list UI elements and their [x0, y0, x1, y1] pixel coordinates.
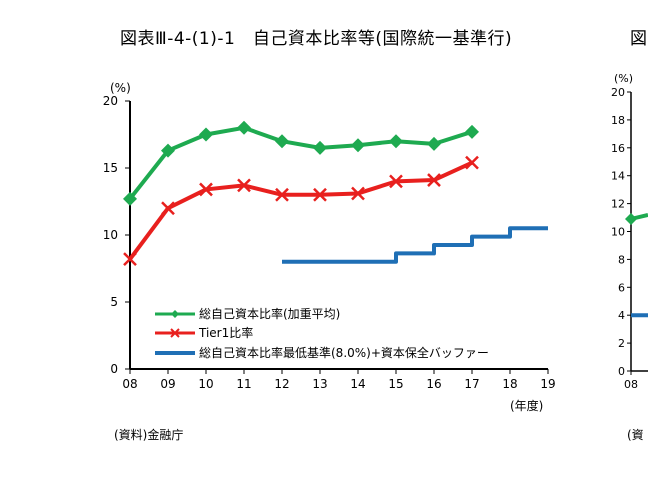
data-point-diamond	[199, 127, 213, 142]
right-y-tick-label: 0	[618, 365, 625, 378]
legend-marker-diamond	[171, 310, 179, 318]
x-tick-label: 09	[160, 377, 175, 391]
series-line-2	[282, 226, 548, 264]
data-point-x	[161, 201, 175, 216]
right-y-tick-label: 2	[618, 337, 625, 350]
x-tick-label: 10	[198, 377, 213, 391]
x-tick-label: 12	[274, 377, 289, 391]
right-series-layer	[625, 212, 648, 318]
legend-marker-x	[170, 328, 180, 338]
data-point-diamond	[161, 143, 175, 158]
x-tick-label: 15	[388, 377, 403, 391]
right-y-tick-label: 16	[611, 142, 625, 155]
right-axes: 0 2 4 6 8 10 12 14 16 18 20 08	[611, 86, 648, 391]
data-point-x	[465, 155, 479, 170]
legend-entry-tier1: Tier1比率	[155, 325, 253, 340]
legend-label-minimum: 総自己資本比率最低基準(8.0%)+資本保全バッファー	[199, 345, 489, 360]
right-y-tick-label: 6	[618, 281, 625, 294]
series-line-0	[128, 125, 473, 201]
legend-label-tier1: Tier1比率	[198, 325, 253, 340]
y-tick-label: 10	[103, 228, 118, 242]
data-point-diamond	[351, 138, 365, 153]
data-point-diamond	[123, 191, 137, 206]
right-y-tick-label: 10	[611, 226, 625, 239]
x-tick-label: 19	[540, 377, 555, 391]
right-y-tick-label: 8	[618, 253, 625, 266]
axes: 0 5 10 15 20 08 09 10 11 12 13 14 15 16 17 18 19	[103, 94, 556, 391]
data-point-x	[199, 182, 213, 197]
series-layer	[123, 120, 548, 267]
x-tick-label: 16	[426, 377, 441, 391]
data-point-x	[275, 187, 289, 202]
right-y-tick-label: 14	[611, 170, 625, 183]
data-point-diamond	[389, 134, 403, 149]
right-y-tick-label: 4	[618, 309, 625, 322]
second-chart-title-fragment: 図	[630, 29, 647, 49]
right-y-tick-label: 20	[611, 86, 625, 99]
right-x-tick-label: 08	[624, 378, 638, 391]
x-axis-label: (年度)	[510, 398, 543, 413]
second-source-fragment: (資	[627, 428, 644, 442]
main-chart: (%) (年度) 0 5 10 15 20 08 09 10 11 12 13 14 15 16 17 18 1…	[103, 81, 556, 413]
data-point-diamond	[427, 136, 441, 151]
right-y-tick-label: 12	[611, 198, 625, 211]
data-point-x	[427, 173, 441, 187]
series-line-1	[128, 160, 473, 261]
data-point-x	[313, 187, 327, 202]
data-point-diamond	[465, 124, 479, 139]
source-note: (資料)金融庁	[114, 428, 184, 442]
legend-entry-total-ratio: 総自己資本比率(加重平均)	[155, 306, 340, 321]
right-y-tick-label: 18	[611, 114, 625, 127]
x-tick-label: 13	[312, 377, 327, 391]
y-axis-label: (%)	[110, 81, 131, 95]
legend-label-total-ratio: 総自己資本比率(加重平均)	[199, 306, 340, 321]
y-tick-label: 20	[103, 94, 118, 108]
data-point-x	[237, 178, 251, 193]
data-point-diamond	[313, 140, 327, 155]
legend: 総自己資本比率(加重平均) Tier1比率 総自己資本比率最低基準(8.0%)+…	[155, 306, 489, 360]
data-point-diamond	[237, 120, 251, 135]
y-tick-label: 0	[110, 362, 118, 376]
x-tick-label: 17	[464, 377, 479, 391]
x-tick-label: 11	[236, 377, 251, 391]
x-tick-label: 18	[502, 377, 517, 391]
right-chart-fragment: (%) 0 2 4 6 8 10 12 14 16 18 20 08	[611, 72, 648, 391]
data-point-x	[351, 186, 365, 201]
data-point-x	[389, 174, 403, 189]
data-point-x	[123, 252, 137, 267]
data-point-diamond	[275, 134, 289, 149]
y-tick-label: 5	[110, 295, 118, 309]
x-tick-label: 08	[122, 377, 137, 391]
legend-entry-minimum: 総自己資本比率最低基準(8.0%)+資本保全バッファー	[155, 345, 489, 360]
y-tick-label: 15	[103, 161, 118, 175]
page-title: 図表Ⅲ-4-(1)-1 自己資本比率等(国際統一基準行)	[120, 29, 513, 49]
x-tick-label: 14	[350, 377, 365, 391]
right-data-point-diamond	[625, 212, 637, 225]
right-y-axis-label: (%)	[614, 72, 633, 85]
